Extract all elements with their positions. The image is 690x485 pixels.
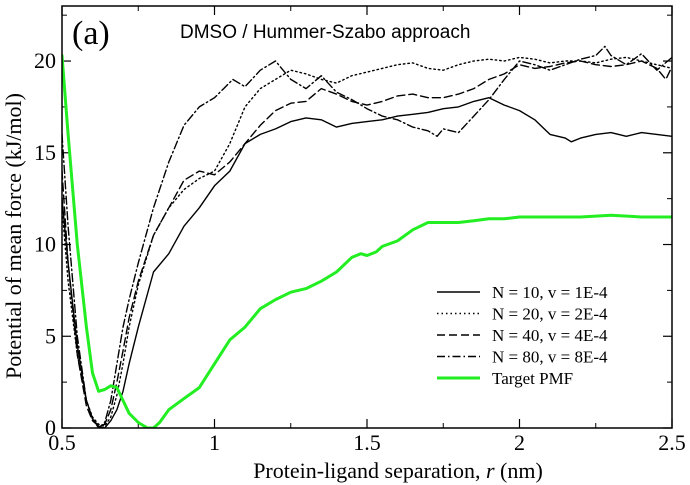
- legend-label: N = 20, v = 2E-4: [492, 305, 608, 324]
- series-line-4: [62, 45, 672, 428]
- y-tick-label: 10: [34, 232, 56, 257]
- y-tick-label: 5: [45, 323, 56, 348]
- y-axis-label: Potential of mean force (kJ/mol): [1, 93, 26, 379]
- x-axis-label-suffix: (nm): [495, 458, 543, 483]
- panel-label: (a): [72, 15, 110, 52]
- x-tick-label: 1.5: [353, 430, 381, 455]
- series-line-5: [62, 54, 672, 428]
- x-tick-label: 0.5: [48, 430, 76, 455]
- x-tick-label: 1: [209, 430, 220, 455]
- chart-title: DMSO / Hummer-Szabo approach: [180, 22, 470, 43]
- legend: N = 10, v = 1E-4 N = 20, v = 2E-4 N = 40, …: [437, 283, 608, 388]
- series-layer: [62, 45, 672, 428]
- legend-label: N = 10, v = 1E-4: [492, 283, 608, 302]
- x-tick-label: 2: [514, 430, 525, 455]
- legend-label: N = 80, v = 8E-4: [492, 348, 608, 367]
- x-axis-label-prefix: Protein-ligand separation,: [253, 458, 486, 483]
- legend-label: N = 40, v = 4E-4: [492, 326, 608, 345]
- legend-label: Target PMF: [492, 369, 573, 388]
- plot-frame: [61, 5, 673, 429]
- axis-ticks: 0.5 1 1.5 2 2.5 0 5 10 15 20: [34, 6, 686, 455]
- y-tick-label: 20: [34, 48, 56, 73]
- x-axis-label: Protein-ligand separation, r (nm): [253, 458, 543, 483]
- x-axis-label-variable: r: [486, 458, 495, 483]
- x-tick-label: 2.5: [658, 430, 686, 455]
- series-line-3: [62, 60, 672, 427]
- y-tick-label: 0: [45, 415, 56, 440]
- series-line-2: [62, 56, 672, 427]
- series-line-1: [62, 96, 672, 428]
- y-tick-label: 15: [34, 140, 56, 165]
